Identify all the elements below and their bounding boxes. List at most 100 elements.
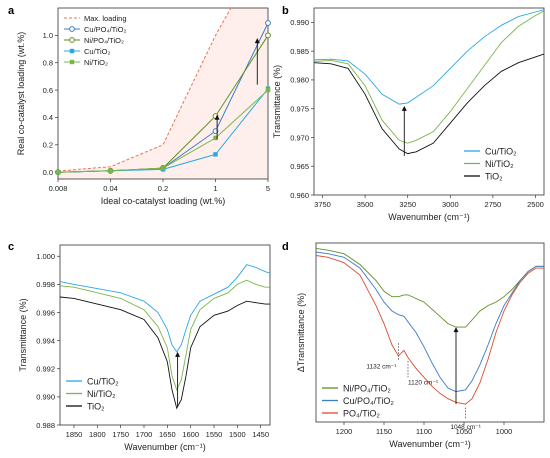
y-axis-label: Transmittance (%) — [272, 65, 282, 138]
panel-label-b: b — [282, 5, 289, 17]
legend-label-0: Max. loading — [84, 14, 127, 23]
annotation-0: 1132 cm⁻¹ — [366, 363, 397, 370]
y-tick-label-4: 0.980 — [290, 76, 309, 85]
y-tick-label-3: 0.975 — [290, 104, 309, 113]
y-tick-label-1: 0.965 — [290, 162, 309, 171]
x-tick-label-4: 1650 — [159, 430, 176, 439]
arrow-head — [453, 327, 459, 333]
data-point — [213, 135, 218, 141]
x-tick-label-3: 1700 — [136, 430, 153, 439]
legend-label-2: TiO₂ — [485, 172, 503, 182]
x-tick-label-6: 1550 — [206, 430, 223, 439]
annotation-2: 1048 cm⁻¹ — [450, 424, 481, 431]
x-tick-label-0: 1850 — [66, 430, 83, 439]
axes-frame — [315, 242, 545, 423]
axes-frame — [59, 244, 271, 426]
arrow-2-head — [254, 38, 260, 44]
legend-label-1: Cu/PO₄/TiO₂ — [343, 396, 394, 406]
legend-label-1: Ni/TiO₂ — [485, 159, 514, 169]
legend-marker — [69, 37, 75, 43]
x-tick-label-4: 5 — [266, 184, 270, 193]
y-tick-label-1: 0.2 — [43, 141, 53, 150]
panel-label-c: c — [8, 241, 14, 253]
data-point — [265, 87, 271, 93]
legend: Cu/TiO₂ Ni/TiO₂ TiO₂ — [464, 147, 517, 182]
x-axis-label: Ideal co-catalyst loading (wt.%) — [101, 196, 226, 206]
arrow-head — [175, 351, 181, 357]
x-tick-label-4: 2750 — [485, 200, 502, 209]
data-point — [265, 20, 271, 26]
x-tick-label-3: 3000 — [442, 200, 459, 209]
y-tick-label-2: 0.4 — [43, 113, 53, 122]
legend-label-0: Cu/TiO₂ — [87, 377, 119, 387]
legend: Ni/PO₄/TiO₂ Cu/PO₄/TiO₂ PO₄/TiO₂ — [322, 384, 394, 419]
x-tick-label-0: 3750 — [314, 200, 331, 209]
x-tick-label-1: 3500 — [357, 200, 374, 209]
legend-label-2: PO₄/TiO₂ — [343, 409, 380, 419]
data-point — [213, 152, 218, 157]
data-point — [108, 168, 113, 173]
y-tick-label-4: 0.8 — [43, 59, 53, 68]
y-tick-label-2: 0.992 — [36, 365, 55, 374]
series-line-2 — [316, 255, 544, 405]
x-tick-label-8: 1450 — [252, 430, 269, 439]
x-tick-label-5: 1600 — [182, 430, 199, 439]
legend-marker — [69, 26, 75, 32]
legend: Max. loading Cu/PO₄/TiO₂ Ni/PO₄/TiO₂ Cu/TiO… — [64, 14, 127, 67]
panel-label-d: d — [282, 241, 289, 253]
series-line-0 — [316, 247, 544, 328]
legend-label-1: Cu/PO₄/TiO₂ — [84, 25, 126, 34]
series-line-2 — [314, 53, 544, 155]
y-tick-label-2: 0.970 — [290, 133, 309, 142]
x-tick-label-2: 1750 — [112, 430, 129, 439]
series-line-1 — [316, 251, 544, 393]
arrow-head — [401, 105, 407, 111]
axes-frame — [313, 7, 545, 196]
y-axis-label: Real co-catalyst loading (wt.%) — [16, 32, 26, 156]
x-tick-label-1: 1800 — [89, 430, 106, 439]
series-line-2 — [60, 296, 270, 410]
x-tick-label-3: 1050 — [456, 427, 473, 436]
legend-label-0: Cu/TiO₂ — [485, 147, 517, 157]
x-axis-label: Wavenumber (cm⁻¹) — [388, 212, 469, 222]
legend-label-1: Ni/TiO₂ — [87, 389, 116, 399]
legend-marker — [69, 59, 75, 65]
data-point — [265, 32, 271, 39]
annotation-1: 1120 cm⁻¹ — [408, 379, 439, 386]
x-tick-label-2: 0.2 — [158, 184, 168, 193]
x-tick-label-1: 1150 — [376, 427, 392, 436]
panel-b: b 3750 3500 3250 3000 2750 2500 0.960 0.965 0.970… — [272, 5, 545, 222]
y-tick-label-0: 0.0 — [43, 168, 53, 177]
y-tick-label-5: 0.998 — [36, 280, 55, 289]
y-tick-label-5: 1.0 — [43, 31, 53, 40]
x-axis-label: Wavenumber (cm⁻¹) — [389, 439, 470, 449]
y-tick-label-6: 1.000 — [36, 252, 55, 261]
legend: Cu/TiO₂ Ni/TiO₂ TiO₂ — [66, 377, 119, 412]
y-tick-label-4: 0.996 — [36, 308, 55, 317]
legend-marker — [69, 48, 75, 54]
series-line-1 — [314, 10, 544, 144]
legend-label-2: TiO₂ — [87, 402, 105, 412]
x-tick-label-3: 1 — [213, 184, 217, 193]
y-tick-label-6: 0.990 — [290, 18, 309, 27]
legend-label-4: Ni/TiO₂ — [84, 58, 108, 67]
data-point — [160, 165, 166, 171]
x-tick-label-7: 1500 — [229, 430, 246, 439]
x-axis-label: Wavenumber (cm⁻¹) — [124, 442, 205, 452]
y-axis-label: ΔTransmittance (%) — [296, 293, 306, 372]
series-line-0 — [60, 264, 270, 353]
panel-label-a: a — [8, 5, 15, 17]
x-tick-label-2: 1100 — [416, 427, 432, 436]
x-tick-label-4: 1000 — [496, 427, 513, 436]
y-tick-label-3: 0.994 — [36, 336, 55, 345]
series-line-0 — [314, 9, 544, 105]
x-tick-label-0: 0.008 — [49, 184, 68, 193]
x-tick-label-1: 0.04 — [103, 184, 118, 193]
series-line-1 — [60, 279, 270, 392]
x-tick-label-0: 1200 — [336, 427, 353, 436]
legend-label-2: Ni/PO₄/TiO₂ — [84, 36, 124, 45]
y-tick-label-1: 0.990 — [36, 393, 55, 402]
legend-label-0: Ni/PO₄/TiO₂ — [343, 384, 391, 394]
series-line-0 — [58, 8, 232, 172]
